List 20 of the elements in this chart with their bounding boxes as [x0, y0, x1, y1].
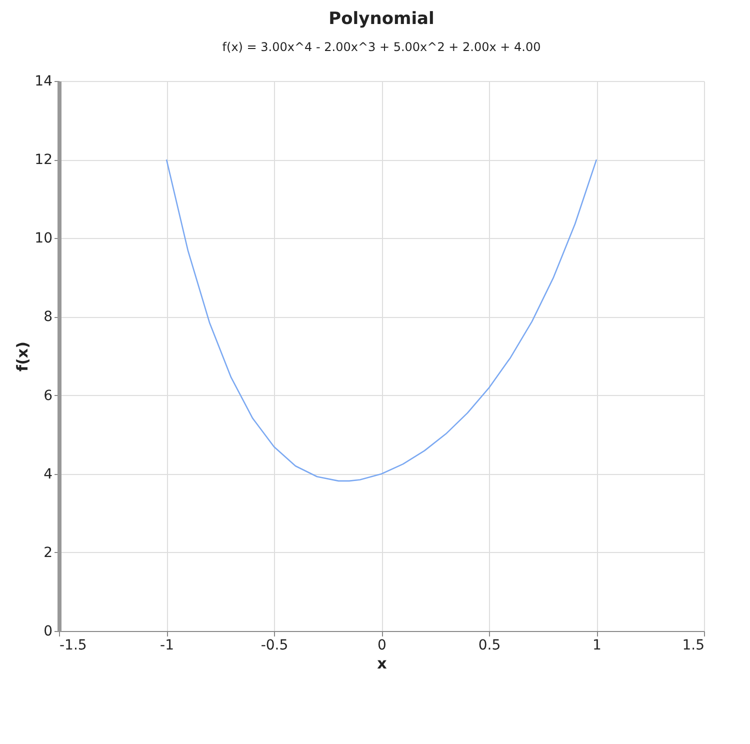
y-tick-label: 4	[44, 466, 53, 482]
y-tick-label: 12	[34, 152, 52, 168]
y-tick-label: 0	[44, 624, 52, 640]
x-tick-label: -0.5	[260, 638, 288, 654]
y-tick-label: 10	[34, 230, 52, 247]
chart-title: Polynomial	[328, 9, 434, 29]
y-tick-label: 2	[44, 544, 52, 561]
y-tick-label: 8	[44, 309, 52, 326]
x-tick-label: 1.5	[682, 638, 704, 654]
chart-subtitle: f(x) = 3.00x^4 - 2.00x^3 + 5.00x^2 + 2.00x + 4.00	[222, 40, 541, 54]
x-tick-label: 1	[592, 638, 602, 654]
x-tick-label: 0	[378, 638, 386, 654]
y-tick-label: 6	[44, 388, 53, 404]
x-axis-title: x	[377, 654, 388, 672]
y-axis-title: f(x)	[14, 342, 32, 372]
line-series	[166, 158, 598, 482]
x-tick-label: 0.5	[478, 638, 501, 654]
x-tick-label: -1	[160, 638, 174, 654]
y-tick-label: 14	[34, 74, 53, 90]
x-tick-label: -1.5	[60, 638, 87, 654]
